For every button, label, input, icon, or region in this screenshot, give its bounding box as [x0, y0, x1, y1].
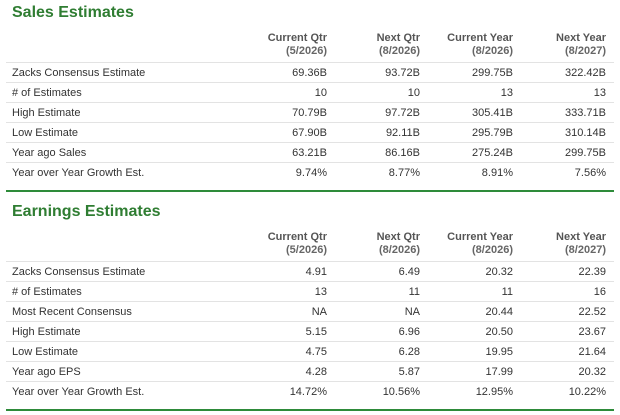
table-row: Low Estimate 4.75 6.28 19.95 21.64	[6, 341, 614, 362]
column-header-next-year: Next Year (8/2027)	[556, 231, 606, 256]
cell-value: 13	[428, 82, 521, 103]
row-label-header	[6, 231, 242, 262]
row-label: Low Estimate	[6, 122, 242, 143]
table-row: Low Estimate 67.90B 92.11B 295.79B 310.1…	[6, 122, 614, 143]
row-label: Year ago Sales	[6, 142, 242, 163]
cell-value: 86.16B	[335, 142, 428, 163]
table-row: High Estimate 70.79B 97.72B 305.41B 333.…	[6, 102, 614, 123]
cell-value: 92.11B	[335, 122, 428, 143]
row-label: Year over Year Growth Est.	[6, 162, 242, 182]
column-header-current-year: Current Year (8/2026)	[447, 231, 513, 256]
cell-value: 10	[335, 82, 428, 103]
column-header-current-qtr: Current Qtr (5/2026)	[267, 231, 327, 256]
cell-value: 4.28	[242, 361, 335, 382]
table-row: Most Recent Consensus NA NA 20.44 22.52	[6, 301, 614, 322]
cell-value: NA	[242, 301, 335, 322]
cell-value: 13	[242, 281, 335, 302]
table-row: Zacks Consensus Estimate 4.91 6.49 20.32…	[6, 261, 614, 282]
table-row: Year over Year Growth Est. 14.72% 10.56%…	[6, 381, 614, 401]
table-row: Year ago Sales 63.21B 86.16B 275.24B 299…	[6, 142, 614, 163]
row-label: Low Estimate	[6, 341, 242, 362]
column-header-current-year: Current Year (8/2026)	[447, 32, 513, 57]
cell-value: 299.75B	[521, 142, 614, 163]
cell-value: 13	[521, 82, 614, 103]
cell-value: 10.22%	[521, 381, 614, 401]
sales-estimates-title: Sales Estimates	[12, 4, 134, 21]
cell-value: 10	[242, 82, 335, 103]
cell-value: 4.75	[242, 341, 335, 362]
table-header-row: Current Qtr (5/2026) Next Qtr (8/2026) Cur…	[6, 32, 614, 63]
row-label-header	[6, 32, 242, 63]
cell-value: 69.36B	[242, 62, 335, 83]
row-label: Year over Year Growth Est.	[6, 381, 242, 401]
row-label: # of Estimates	[6, 281, 242, 302]
cell-value: 97.72B	[335, 102, 428, 123]
row-label: Most Recent Consensus	[6, 301, 242, 322]
table-row: Year over Year Growth Est. 9.74% 8.77% 8…	[6, 162, 614, 182]
cell-value: 333.71B	[521, 102, 614, 123]
earnings-estimates-table: Current Qtr (5/2026) Next Qtr (8/2026) Cur…	[6, 231, 614, 401]
cell-value: 93.72B	[335, 62, 428, 83]
cell-value: 8.91%	[428, 162, 521, 182]
section-divider	[6, 190, 614, 192]
row-label: Zacks Consensus Estimate	[6, 62, 242, 83]
cell-value: 6.49	[335, 261, 428, 282]
cell-value: NA	[335, 301, 428, 322]
cell-value: 11	[335, 281, 428, 302]
cell-value: 11	[428, 281, 521, 302]
cell-value: 7.56%	[521, 162, 614, 182]
table-row: # of Estimates 13 11 11 16	[6, 281, 614, 302]
table-row: High Estimate 5.15 6.96 20.50 23.67	[6, 321, 614, 342]
cell-value: 20.50	[428, 321, 521, 342]
row-label: Year ago EPS	[6, 361, 242, 382]
cell-value: 6.28	[335, 341, 428, 362]
cell-value: 70.79B	[242, 102, 335, 123]
cell-value: 22.39	[521, 261, 614, 282]
cell-value: 17.99	[428, 361, 521, 382]
cell-value: 10.56%	[335, 381, 428, 401]
cell-value: 20.44	[428, 301, 521, 322]
cell-value: 19.95	[428, 341, 521, 362]
cell-value: 14.72%	[242, 381, 335, 401]
cell-value: 305.41B	[428, 102, 521, 123]
cell-value: 20.32	[428, 261, 521, 282]
cell-value: 23.67	[521, 321, 614, 342]
cell-value: 67.90B	[242, 122, 335, 143]
cell-value: 295.79B	[428, 122, 521, 143]
cell-value: 16	[521, 281, 614, 302]
cell-value: 310.14B	[521, 122, 614, 143]
cell-value: 4.91	[242, 261, 335, 282]
cell-value: 5.87	[335, 361, 428, 382]
cell-value: 21.64	[521, 341, 614, 362]
column-header-next-year: Next Year (8/2027)	[556, 32, 606, 57]
table-header-row: Current Qtr (5/2026) Next Qtr (8/2026) Cur…	[6, 231, 614, 262]
row-label: High Estimate	[6, 102, 242, 123]
cell-value: 299.75B	[428, 62, 521, 83]
cell-value: 5.15	[242, 321, 335, 342]
cell-value: 20.32	[521, 361, 614, 382]
cell-value: 6.96	[335, 321, 428, 342]
table-row: Zacks Consensus Estimate 69.36B 93.72B 2…	[6, 62, 614, 83]
cell-value: 12.95%	[428, 381, 521, 401]
column-header-current-qtr: Current Qtr (5/2026)	[267, 32, 327, 57]
cell-value: 22.52	[521, 301, 614, 322]
cell-value: 9.74%	[242, 162, 335, 182]
column-header-next-qtr: Next Qtr (8/2026)	[376, 231, 420, 256]
cell-value: 63.21B	[242, 142, 335, 163]
table-row: # of Estimates 10 10 13 13	[6, 82, 614, 103]
cell-value: 275.24B	[428, 142, 521, 163]
earnings-estimates-title: Earnings Estimates	[12, 203, 161, 220]
column-header-next-qtr: Next Qtr (8/2026)	[376, 32, 420, 57]
row-label: High Estimate	[6, 321, 242, 342]
cell-value: 8.77%	[335, 162, 428, 182]
sales-estimates-table: Current Qtr (5/2026) Next Qtr (8/2026) Cur…	[6, 32, 614, 182]
row-label: Zacks Consensus Estimate	[6, 261, 242, 282]
section-divider	[6, 409, 614, 411]
cell-value: 322.42B	[521, 62, 614, 83]
table-row: Year ago EPS 4.28 5.87 17.99 20.32	[6, 361, 614, 382]
row-label: # of Estimates	[6, 82, 242, 103]
